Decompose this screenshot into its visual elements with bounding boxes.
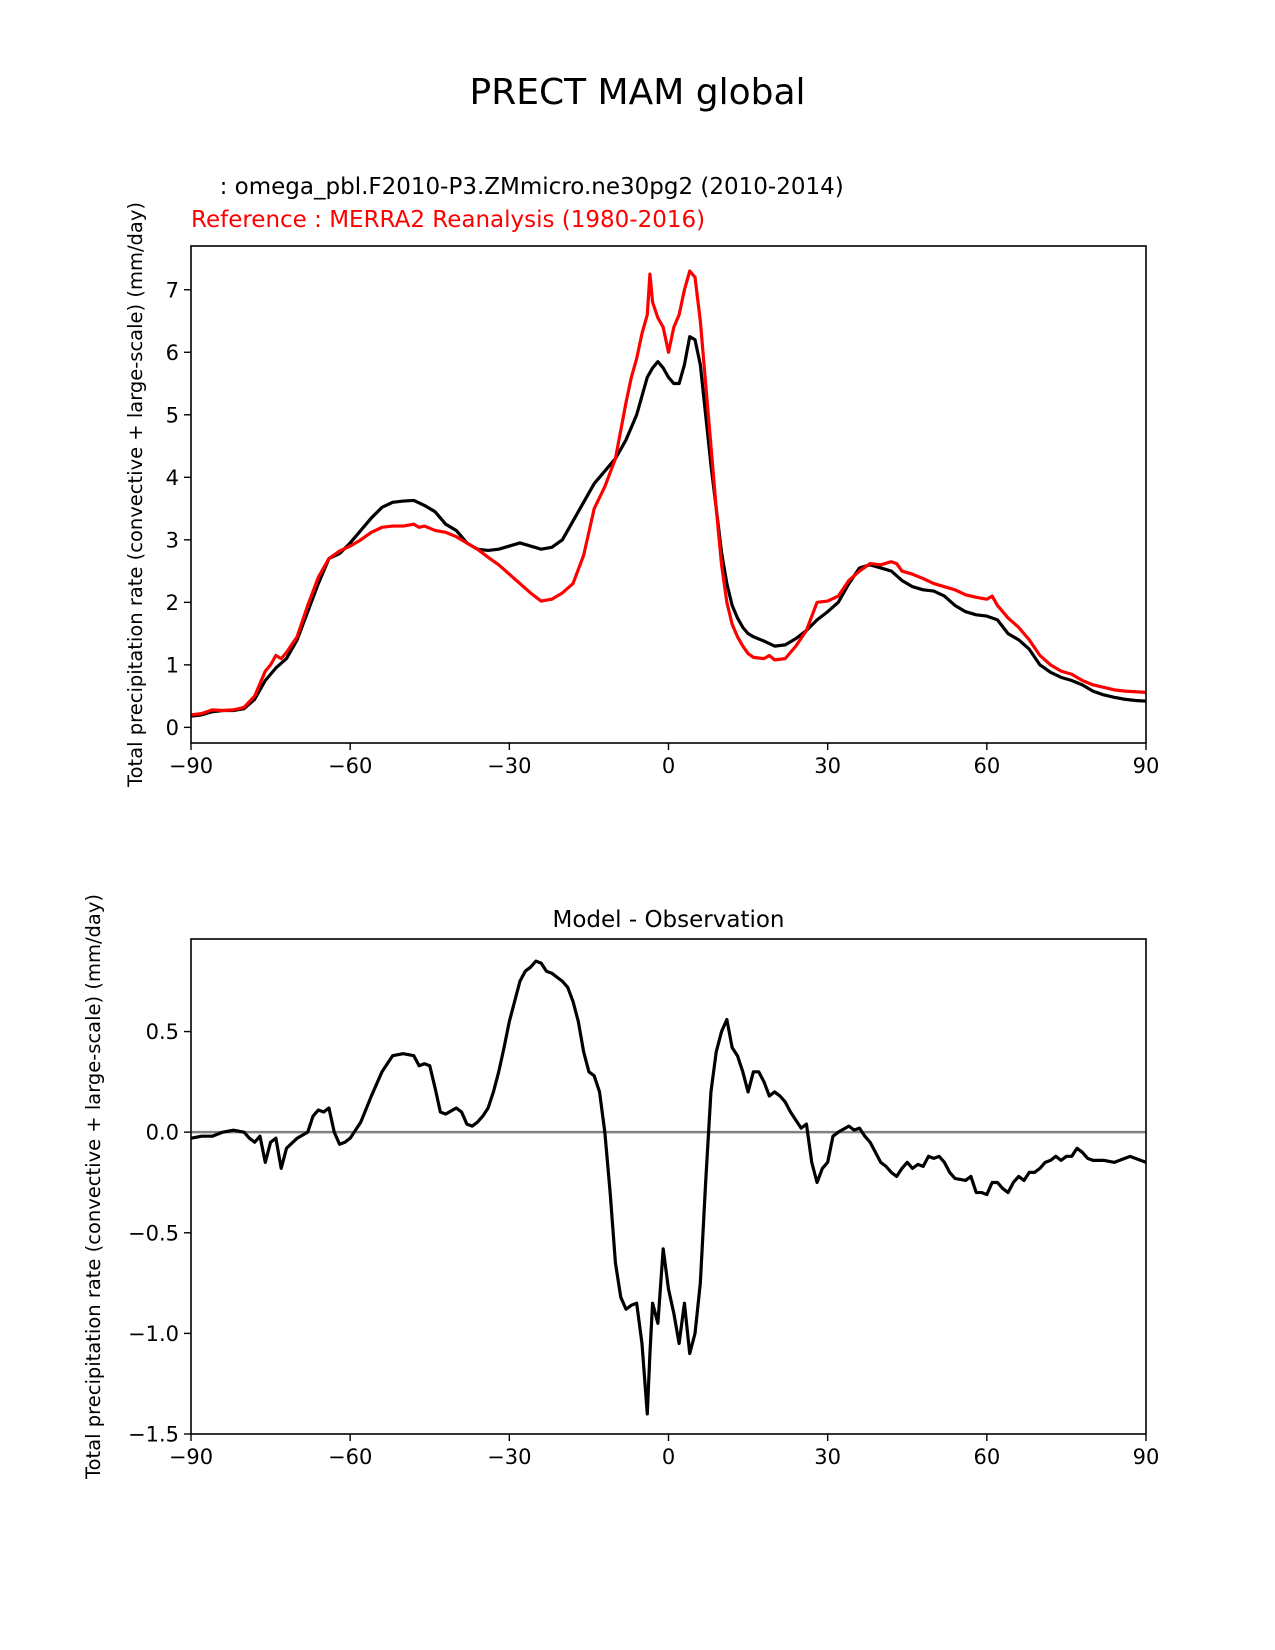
- top-ytick-label: 2: [166, 591, 179, 615]
- bottom-ylabel: Total precipitation rate (convective + l…: [82, 894, 105, 1480]
- top-ylabel: Total precipitation rate (convective + l…: [124, 202, 147, 788]
- top-xtick-label: 60: [973, 754, 1000, 778]
- top-xtick-label: 0: [662, 754, 675, 778]
- bottom-xtick-label: −30: [487, 1445, 531, 1469]
- bottom-xtick-label: 90: [1133, 1445, 1160, 1469]
- top-xtick-label: 90: [1133, 754, 1160, 778]
- legend-reference-label: Reference : MERRA2 Reanalysis (1980-2016…: [191, 207, 706, 233]
- bottom-ytick-label: 0.5: [146, 1020, 179, 1044]
- bottom-panel-difference: −90 −60 −30 0 30 60 90 −1.5 −1.0 −0.5 0.0 0.5 Total …: [82, 894, 1159, 1480]
- top-axes-frame: [190, 245, 1147, 744]
- bottom-panel-title: Model - Observation: [552, 907, 784, 933]
- bottom-xtick-label: 0: [662, 1445, 675, 1469]
- top-xtick-label: −90: [169, 754, 213, 778]
- top-ytick-label: 7: [166, 278, 179, 302]
- top-xtick-label: 30: [814, 754, 841, 778]
- legend-test-label: : omega_pbl.F2010-P3.ZMmicro.ne30pg2 (20…: [205, 174, 844, 200]
- bottom-xtick-label: −60: [328, 1445, 372, 1469]
- top-series-reference: [191, 269, 1146, 717]
- bottom-xtick-label: 60: [973, 1445, 1000, 1469]
- bottom-ytick-label: 0.0: [146, 1121, 179, 1145]
- bottom-series-difference: [191, 959, 1146, 1416]
- bottom-xtick-label: 30: [814, 1445, 841, 1469]
- figure-title: PRECT MAM global: [469, 72, 806, 113]
- top-xtick-label: −60: [328, 754, 372, 778]
- top-xtick-label: −30: [487, 754, 531, 778]
- top-ytick-label: 5: [166, 403, 179, 427]
- bottom-ytick-label: −1.5: [128, 1423, 179, 1447]
- bottom-xtick-label: −90: [169, 1445, 213, 1469]
- top-ytick-label: 4: [166, 466, 179, 490]
- top-series-test: [191, 335, 1146, 718]
- top-ytick-label: 3: [166, 528, 179, 552]
- top-panel-climatology: −90 −60 −30 0 30 60 90 0 1 2 3 4 5 6 7 Total precipitat…: [124, 202, 1159, 788]
- top-ytick-label: 0: [166, 716, 179, 740]
- top-ytick-label: 6: [166, 341, 179, 365]
- bottom-ytick-label: −1.0: [128, 1322, 179, 1346]
- bottom-ytick-label: −0.5: [128, 1221, 179, 1245]
- top-ytick-label: 1: [166, 653, 179, 677]
